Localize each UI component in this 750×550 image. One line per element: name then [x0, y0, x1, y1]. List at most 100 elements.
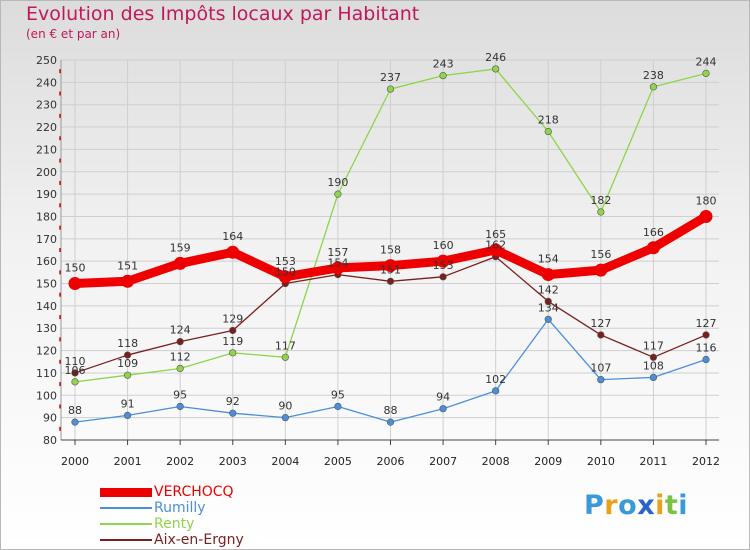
data-label: 150 [65, 262, 86, 275]
logo-letter: x [637, 490, 656, 521]
chart-subtitle: (en € et par an) [26, 27, 121, 41]
series-layer [68, 65, 713, 426]
data-point [68, 277, 82, 291]
data-point [597, 376, 605, 384]
x-tick-label: 2011 [639, 455, 667, 468]
data-label: 154 [327, 257, 348, 270]
data-point [702, 69, 710, 78]
data-label: 119 [222, 335, 243, 348]
data-label: 108 [643, 359, 664, 372]
logo-letter: P [584, 490, 605, 521]
y-tick-label: 150 [36, 278, 57, 291]
x-tick-label: 2006 [377, 455, 405, 468]
data-label: 118 [117, 337, 138, 350]
logo-letter: i [678, 490, 689, 521]
data-point [544, 315, 552, 323]
data-point [702, 355, 710, 364]
x-tick-label: 2004 [271, 455, 299, 468]
data-point [176, 338, 184, 346]
data-point [71, 369, 79, 377]
data-label: 218 [538, 114, 559, 127]
data-point [334, 402, 342, 411]
data-point [436, 254, 450, 268]
data-point [226, 245, 240, 259]
y-tick-label: 250 [36, 54, 57, 67]
data-point [544, 297, 552, 306]
x-tick-label: 2008 [482, 455, 510, 468]
data-label: 166 [643, 226, 664, 239]
data-label: 162 [485, 239, 506, 252]
data-point [229, 326, 237, 335]
data-point [71, 418, 79, 426]
data-point [334, 190, 342, 198]
data-point [176, 364, 184, 373]
data-label: 91 [121, 397, 135, 410]
axes: 8090100110120130140150160170180190200210… [36, 54, 720, 468]
y-tick-label: 230 [36, 99, 57, 112]
data-label: 117 [643, 339, 664, 352]
data-point [439, 273, 447, 281]
y-tick-label: 170 [36, 233, 57, 246]
y-tick-label: 80 [43, 434, 57, 447]
data-point [646, 241, 660, 255]
chart-title: Evolution des Impôts locaux par Habitant [26, 3, 420, 25]
data-label: 180 [696, 194, 717, 207]
data-label: 165 [485, 228, 506, 241]
data-point [71, 378, 79, 386]
data-label: 182 [590, 194, 611, 207]
data-point [386, 277, 395, 285]
data-label: 102 [485, 373, 506, 386]
data-label: 95 [331, 388, 345, 401]
y-tick-label: 100 [36, 389, 57, 402]
legend-swatch [100, 507, 152, 509]
data-point [173, 256, 187, 270]
data-point [597, 208, 605, 216]
data-label: 88 [384, 404, 398, 417]
x-tick-label: 2002 [166, 455, 194, 468]
data-label: 95 [173, 388, 187, 401]
legend-label: Rumilly [154, 500, 206, 516]
data-label: 156 [590, 248, 611, 261]
grid [61, 59, 719, 440]
x-tick-label: 2010 [587, 455, 615, 468]
data-label: 117 [275, 339, 296, 352]
data-point [597, 331, 605, 339]
data-point [384, 259, 397, 273]
data-point [229, 349, 237, 357]
data-label: 151 [117, 259, 138, 272]
data-label: 153 [275, 255, 296, 268]
data-label: 157 [327, 246, 348, 259]
data-point [123, 411, 132, 420]
x-tick-label: 2007 [429, 455, 457, 468]
data-point [386, 85, 395, 93]
data-point [176, 402, 184, 411]
data-label: 107 [590, 362, 611, 375]
data-label: 127 [590, 317, 611, 330]
data-point [699, 209, 713, 223]
data-point [649, 353, 658, 361]
data-label: 88 [68, 404, 82, 417]
data-label: 160 [433, 239, 454, 252]
logo-letter: t [664, 490, 679, 521]
data-label: 109 [117, 357, 138, 370]
data-label: 112 [170, 350, 191, 363]
data-label: 158 [380, 244, 401, 257]
data-label: 134 [538, 301, 559, 314]
x-tick-label: 2001 [114, 455, 142, 468]
data-label: 90 [278, 400, 292, 413]
data-label: 238 [643, 69, 664, 82]
data-label: 92 [226, 395, 240, 408]
data-label: 190 [327, 176, 348, 189]
logo-letter: o [618, 490, 638, 521]
data-point [492, 387, 500, 395]
data-point [278, 270, 292, 284]
proxiti-logo: Proxiti [584, 490, 688, 521]
data-point [281, 353, 289, 361]
y-tick-label: 210 [36, 143, 57, 156]
legend-label: Renty [154, 516, 195, 532]
y-tick-label: 190 [36, 188, 57, 201]
logo-letter: i [655, 490, 665, 521]
data-label: 151 [380, 263, 401, 276]
data-label: 127 [696, 317, 717, 330]
data-label: 159 [170, 241, 191, 254]
